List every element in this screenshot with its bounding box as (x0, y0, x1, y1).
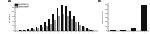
Bar (84, 27, 85, 31)
Bar (31, 28, 33, 31)
Bar (42, 27, 43, 31)
Bar (75, 22, 77, 31)
Bar (37, 28, 39, 31)
Bar (36, 27, 37, 31)
Bar (25, 30, 27, 31)
Bar (44, 22, 46, 31)
Bar (92, 30, 94, 31)
Bar (82, 26, 84, 31)
Bar (141, 5, 147, 31)
Y-axis label: Case-fatality rate: Case-fatality rate (103, 11, 104, 23)
Bar (65, 6, 67, 31)
Legend: Male patients, Female patients: Male patients, Female patients (15, 4, 28, 7)
Bar (33, 29, 35, 31)
Bar (69, 11, 71, 31)
Bar (110, 30, 116, 31)
Bar (86, 28, 88, 31)
Bar (27, 29, 29, 31)
Bar (19, 30, 21, 31)
Bar (63, 14, 64, 31)
Bar (23, 30, 25, 31)
Bar (90, 30, 92, 31)
Bar (120, 30, 126, 31)
Y-axis label: No. patients: No. patients (10, 13, 11, 21)
Bar (58, 16, 60, 31)
Bar (61, 5, 63, 31)
Bar (67, 16, 69, 31)
Bar (78, 22, 79, 31)
Bar (88, 29, 90, 31)
Bar (71, 19, 73, 31)
Bar (73, 16, 75, 31)
Bar (40, 25, 42, 31)
Bar (50, 24, 52, 31)
Bar (131, 28, 136, 31)
Bar (21, 30, 22, 31)
Bar (79, 25, 81, 31)
Text: A: A (8, 0, 10, 3)
Text: B: B (98, 0, 101, 3)
Bar (52, 14, 54, 31)
Bar (46, 26, 48, 31)
Bar (54, 20, 56, 31)
Bar (48, 19, 50, 31)
Bar (57, 8, 58, 31)
Bar (29, 30, 31, 31)
